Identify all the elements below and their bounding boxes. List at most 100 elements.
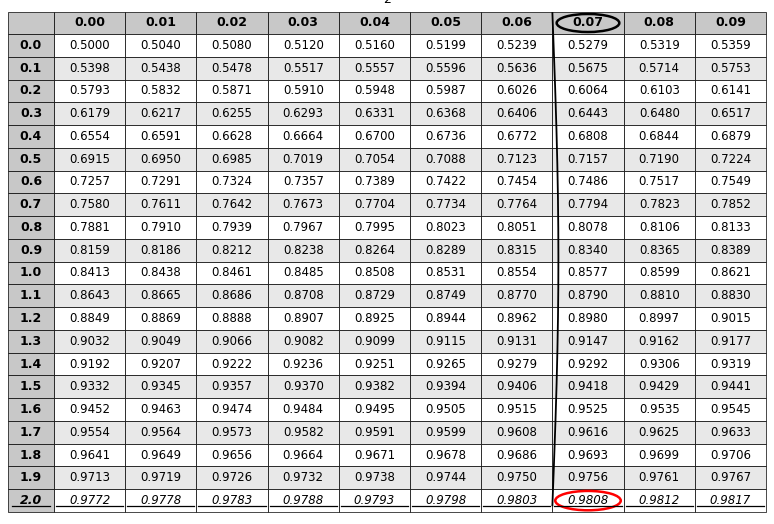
Bar: [481, 307, 553, 330]
Text: 0.9319: 0.9319: [710, 357, 751, 370]
Bar: [624, 148, 695, 171]
Bar: [8, 125, 54, 148]
Text: 0.9699: 0.9699: [639, 449, 680, 462]
Bar: [125, 330, 197, 353]
Bar: [54, 171, 125, 193]
Text: 0.9713: 0.9713: [69, 472, 110, 484]
Bar: [268, 239, 339, 261]
Text: 0.8264: 0.8264: [354, 244, 395, 257]
Text: 0.9738: 0.9738: [354, 472, 395, 484]
Bar: [339, 307, 410, 330]
Text: 0.5120: 0.5120: [283, 39, 324, 52]
Text: 0.9582: 0.9582: [283, 426, 324, 439]
Text: 0.9177: 0.9177: [710, 335, 751, 348]
Bar: [624, 125, 695, 148]
Bar: [268, 398, 339, 421]
Text: 0.8888: 0.8888: [211, 312, 252, 325]
Text: 0.9608: 0.9608: [496, 426, 537, 439]
Text: 0.8340: 0.8340: [567, 244, 608, 257]
Bar: [553, 353, 624, 375]
Bar: [695, 285, 766, 307]
Bar: [197, 171, 268, 193]
Bar: [339, 398, 410, 421]
Text: 0.8133: 0.8133: [710, 221, 751, 234]
Bar: [481, 421, 553, 444]
Bar: [553, 375, 624, 398]
Bar: [54, 239, 125, 261]
Bar: [54, 285, 125, 307]
Bar: [481, 12, 553, 34]
Text: 0.6554: 0.6554: [69, 130, 110, 143]
Text: 2: 2: [383, 0, 391, 6]
Text: 0.8461: 0.8461: [211, 267, 252, 279]
Text: 0.5793: 0.5793: [69, 84, 110, 97]
Text: 0.8389: 0.8389: [710, 244, 751, 257]
Bar: [125, 80, 197, 102]
Text: 0.9591: 0.9591: [354, 426, 395, 439]
Bar: [125, 102, 197, 125]
Bar: [54, 102, 125, 125]
Text: 0.6103: 0.6103: [639, 84, 680, 97]
Text: 0.7881: 0.7881: [69, 221, 110, 234]
Bar: [8, 444, 54, 466]
Text: 1.2: 1.2: [20, 312, 42, 325]
Text: 0.05: 0.05: [430, 16, 461, 29]
Bar: [125, 57, 197, 80]
Bar: [410, 307, 481, 330]
Bar: [695, 171, 766, 193]
Bar: [268, 421, 339, 444]
Text: 0.5199: 0.5199: [425, 39, 466, 52]
Bar: [268, 307, 339, 330]
Bar: [624, 80, 695, 102]
Bar: [54, 307, 125, 330]
Text: 0.7517: 0.7517: [639, 176, 680, 189]
Text: 0.9207: 0.9207: [140, 357, 181, 370]
Bar: [481, 285, 553, 307]
Text: 0.8997: 0.8997: [639, 312, 680, 325]
Bar: [481, 261, 553, 285]
Text: 1.6: 1.6: [20, 403, 42, 416]
Text: 1.8: 1.8: [20, 449, 42, 462]
Bar: [339, 12, 410, 34]
Text: 0.5398: 0.5398: [69, 62, 110, 74]
Text: 0.9441: 0.9441: [710, 380, 751, 394]
Bar: [197, 148, 268, 171]
Text: 0.8907: 0.8907: [283, 312, 324, 325]
Bar: [481, 353, 553, 375]
Bar: [125, 466, 197, 489]
Text: 0.9554: 0.9554: [69, 426, 110, 439]
Bar: [339, 261, 410, 285]
Bar: [125, 216, 197, 239]
Bar: [624, 398, 695, 421]
Text: 0.9515: 0.9515: [496, 403, 537, 416]
Text: 0.8925: 0.8925: [354, 312, 395, 325]
Bar: [410, 421, 481, 444]
Bar: [481, 34, 553, 57]
Bar: [268, 330, 339, 353]
Text: 0.7673: 0.7673: [283, 198, 324, 211]
Text: 0.6844: 0.6844: [639, 130, 680, 143]
Text: 0.5871: 0.5871: [211, 84, 252, 97]
Text: 0.9664: 0.9664: [283, 449, 324, 462]
Text: 0.5359: 0.5359: [710, 39, 751, 52]
Bar: [268, 216, 339, 239]
Bar: [54, 398, 125, 421]
Bar: [268, 125, 339, 148]
Text: 2.0: 2.0: [20, 494, 42, 507]
Text: 0.5040: 0.5040: [140, 39, 181, 52]
Bar: [624, 285, 695, 307]
Text: 0.9: 0.9: [20, 244, 42, 257]
Text: 0.8830: 0.8830: [710, 289, 751, 302]
Text: 0.6950: 0.6950: [140, 152, 181, 166]
Text: 0.5910: 0.5910: [283, 84, 324, 97]
Bar: [268, 444, 339, 466]
Bar: [268, 261, 339, 285]
Text: 0.9345: 0.9345: [140, 380, 181, 394]
Text: 0.8686: 0.8686: [211, 289, 252, 302]
Text: 0.8186: 0.8186: [140, 244, 181, 257]
Text: 0.01: 0.01: [146, 16, 176, 29]
Text: 0.9671: 0.9671: [354, 449, 395, 462]
Text: 0.7549: 0.7549: [710, 176, 751, 189]
Bar: [339, 57, 410, 80]
Text: 0.6664: 0.6664: [283, 130, 324, 143]
